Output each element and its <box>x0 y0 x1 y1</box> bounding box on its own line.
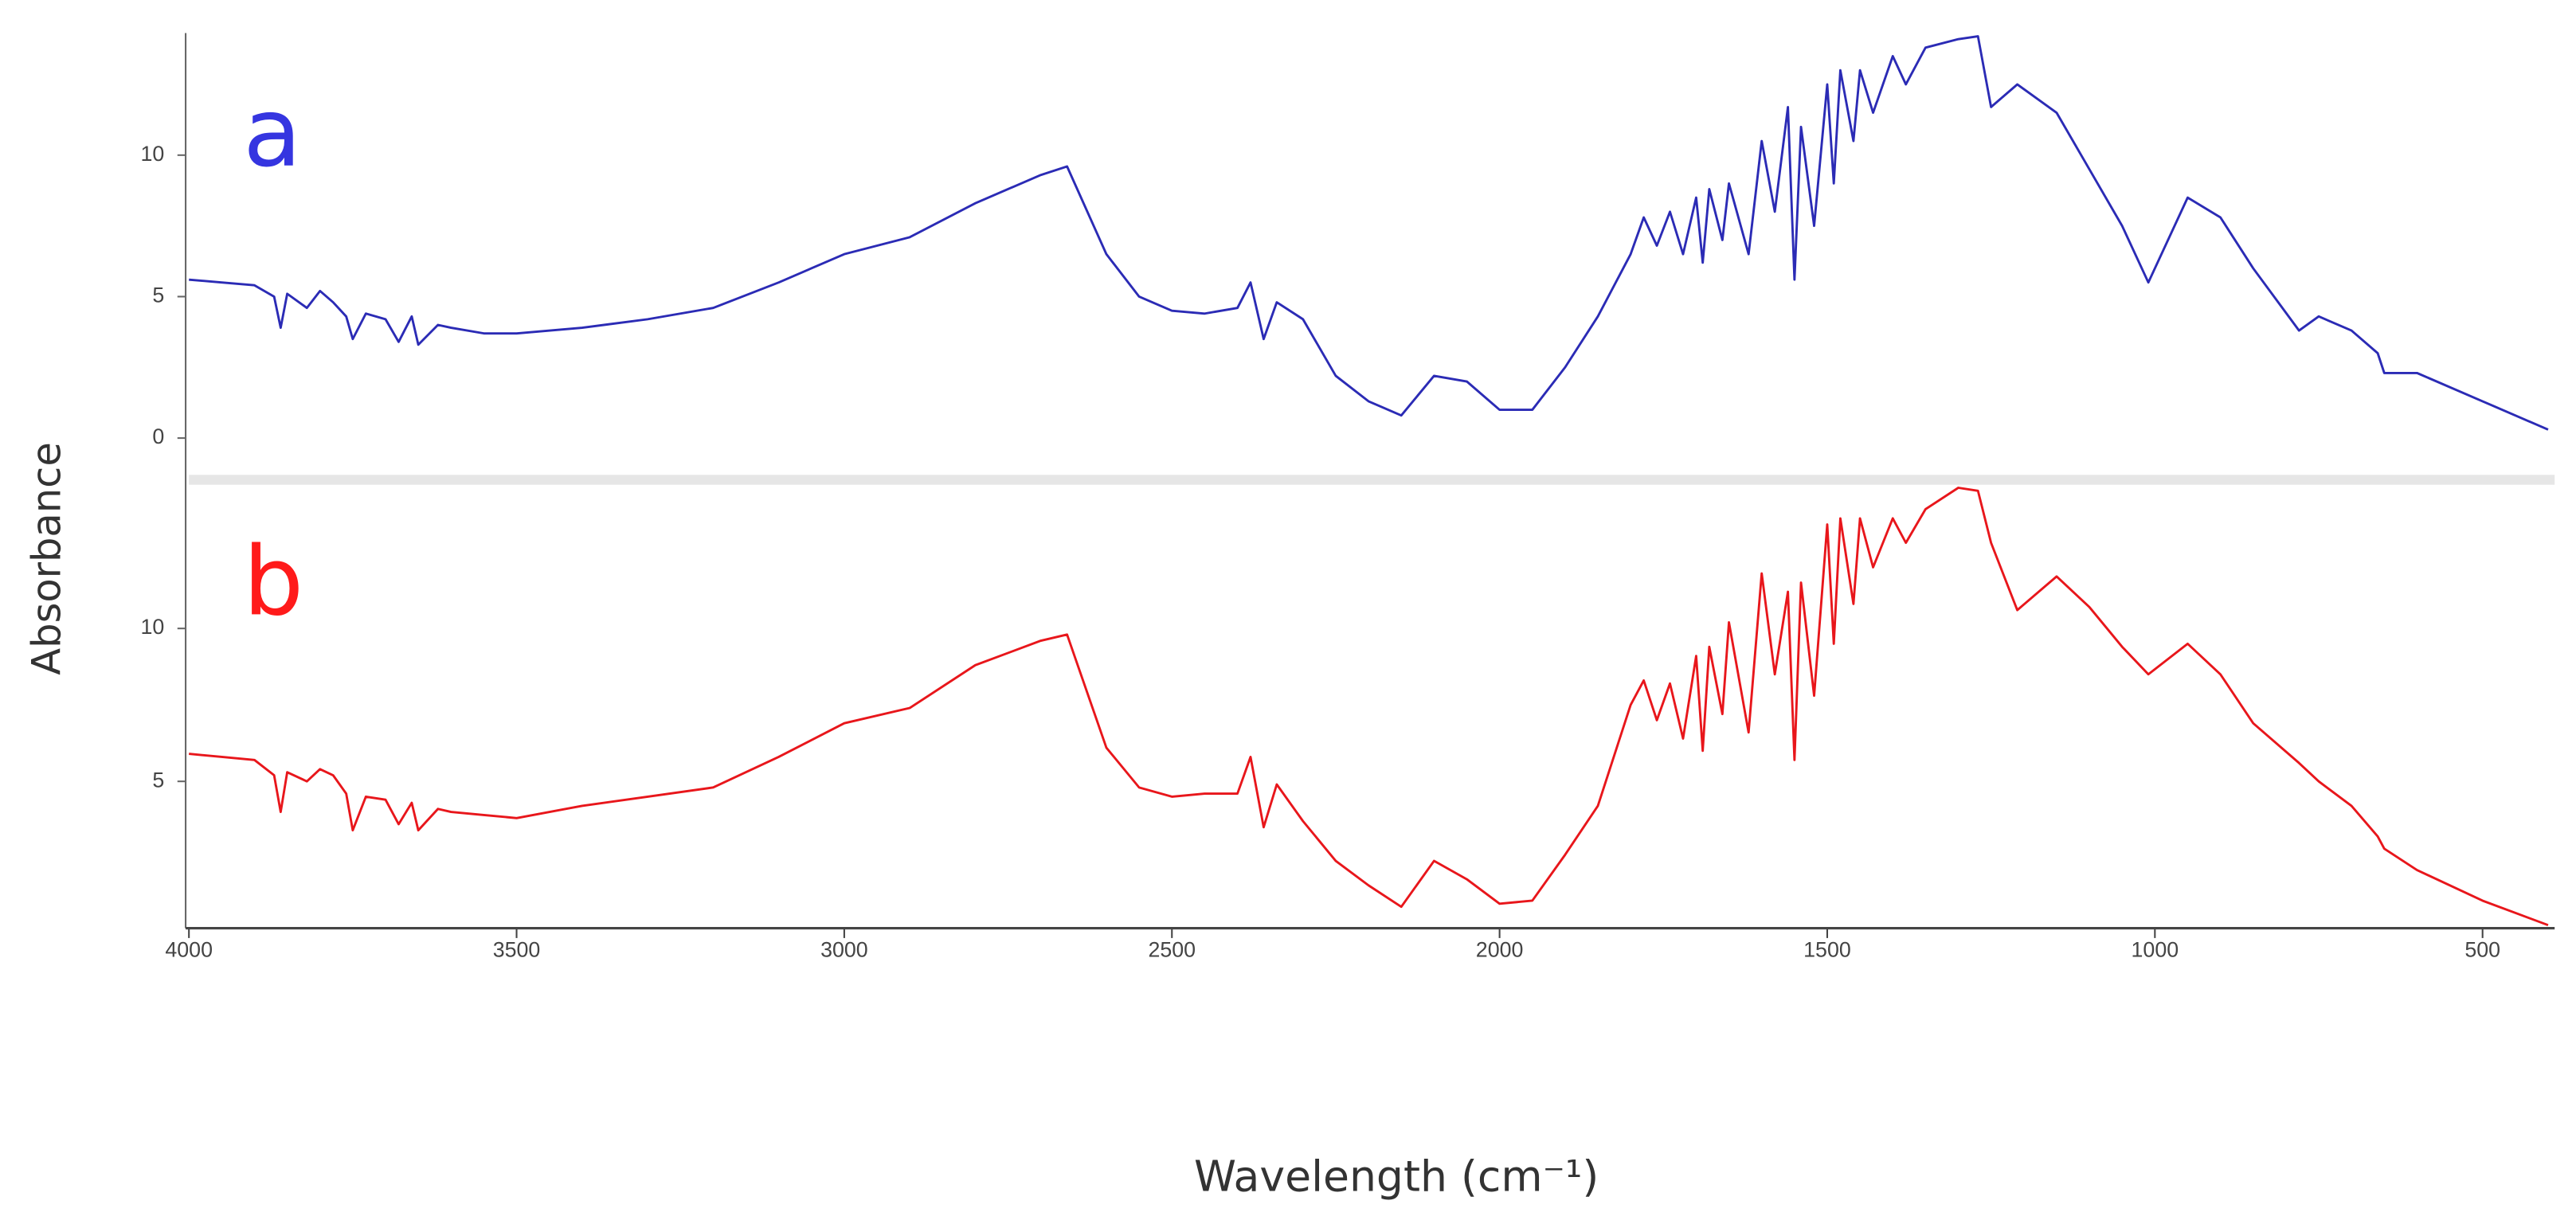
y-tick-label: 10 <box>140 142 164 166</box>
y-tick-label: 5 <box>152 284 164 307</box>
panel-label: a <box>243 78 301 189</box>
x-tick-label: 4000 <box>165 937 213 961</box>
x-tick-label: 1500 <box>1803 937 1851 961</box>
x-tick-label: 3500 <box>493 937 541 961</box>
spectrum-line <box>189 35 2549 431</box>
panel-label: b <box>243 526 303 637</box>
y-axis-label: Absorbance <box>23 442 69 675</box>
x-tick-label: 1000 <box>2132 937 2179 961</box>
x-axis-label: Wavelength (cm⁻¹) <box>1194 1152 1599 1202</box>
y-tick-label: 0 <box>152 424 164 448</box>
y-tick-label: 5 <box>152 768 164 792</box>
y-tick-label: 10 <box>140 615 164 639</box>
x-tick-label: 500 <box>2464 937 2500 961</box>
x-tick-label: 3000 <box>820 937 868 961</box>
x-tick-label: 2000 <box>1476 937 1524 961</box>
spectrum-line <box>189 487 2549 927</box>
panel-separator <box>189 475 2555 485</box>
x-tick-label: 2500 <box>1148 937 1196 961</box>
